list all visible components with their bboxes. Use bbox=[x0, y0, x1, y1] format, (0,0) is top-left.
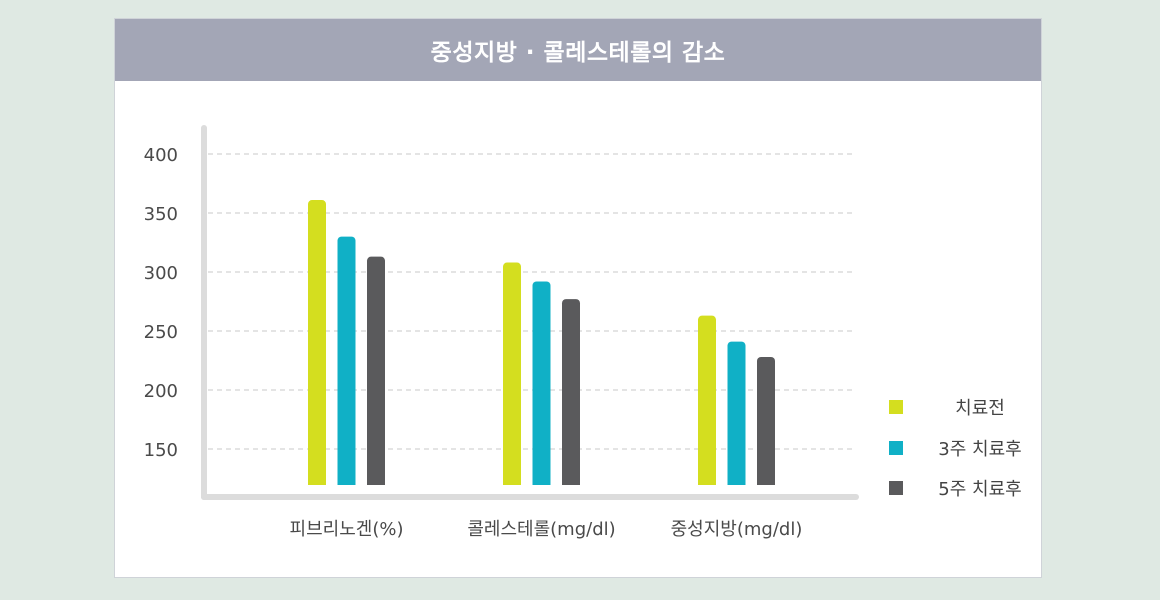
y-tick-label: 400 bbox=[144, 145, 178, 166]
bar bbox=[562, 299, 580, 485]
bar-base bbox=[757, 479, 775, 485]
bar bbox=[308, 200, 326, 485]
y-tick-label: 300 bbox=[144, 263, 178, 284]
bar-base bbox=[698, 479, 716, 485]
legend-label: 3주 치료후 bbox=[938, 439, 1021, 460]
bar bbox=[532, 281, 551, 485]
bar bbox=[757, 356, 775, 485]
bar-base bbox=[532, 479, 551, 485]
y-tick-label: 250 bbox=[144, 322, 178, 343]
bar-base bbox=[727, 479, 746, 485]
y-tick-label: 350 bbox=[144, 204, 178, 225]
y-tick-label: 150 bbox=[144, 440, 178, 461]
bar-base bbox=[562, 479, 580, 485]
bar bbox=[503, 262, 521, 485]
y-tick-label: 200 bbox=[144, 381, 178, 402]
x-category-label: 중성지방(mg/dl) bbox=[671, 519, 803, 540]
legend-swatch bbox=[889, 441, 903, 455]
bar bbox=[727, 341, 746, 485]
bar bbox=[367, 256, 385, 485]
bar-base bbox=[308, 479, 326, 485]
bar-base bbox=[503, 479, 521, 485]
legend-swatch bbox=[889, 400, 903, 414]
legend-label: 5주 치료후 bbox=[938, 479, 1021, 500]
x-category-label: 피브리노겐(%) bbox=[290, 519, 404, 540]
bar-base bbox=[367, 479, 385, 485]
bar-base bbox=[337, 479, 356, 485]
legend-swatch bbox=[889, 481, 903, 495]
chart-title: 중성지방 · 콜레스테롤의 감소 bbox=[115, 19, 1041, 81]
x-category-label: 콜레스테롤(mg/dl) bbox=[467, 519, 615, 540]
bar bbox=[337, 236, 356, 485]
bar bbox=[698, 315, 716, 485]
legend-label: 치료전 bbox=[955, 398, 1005, 419]
